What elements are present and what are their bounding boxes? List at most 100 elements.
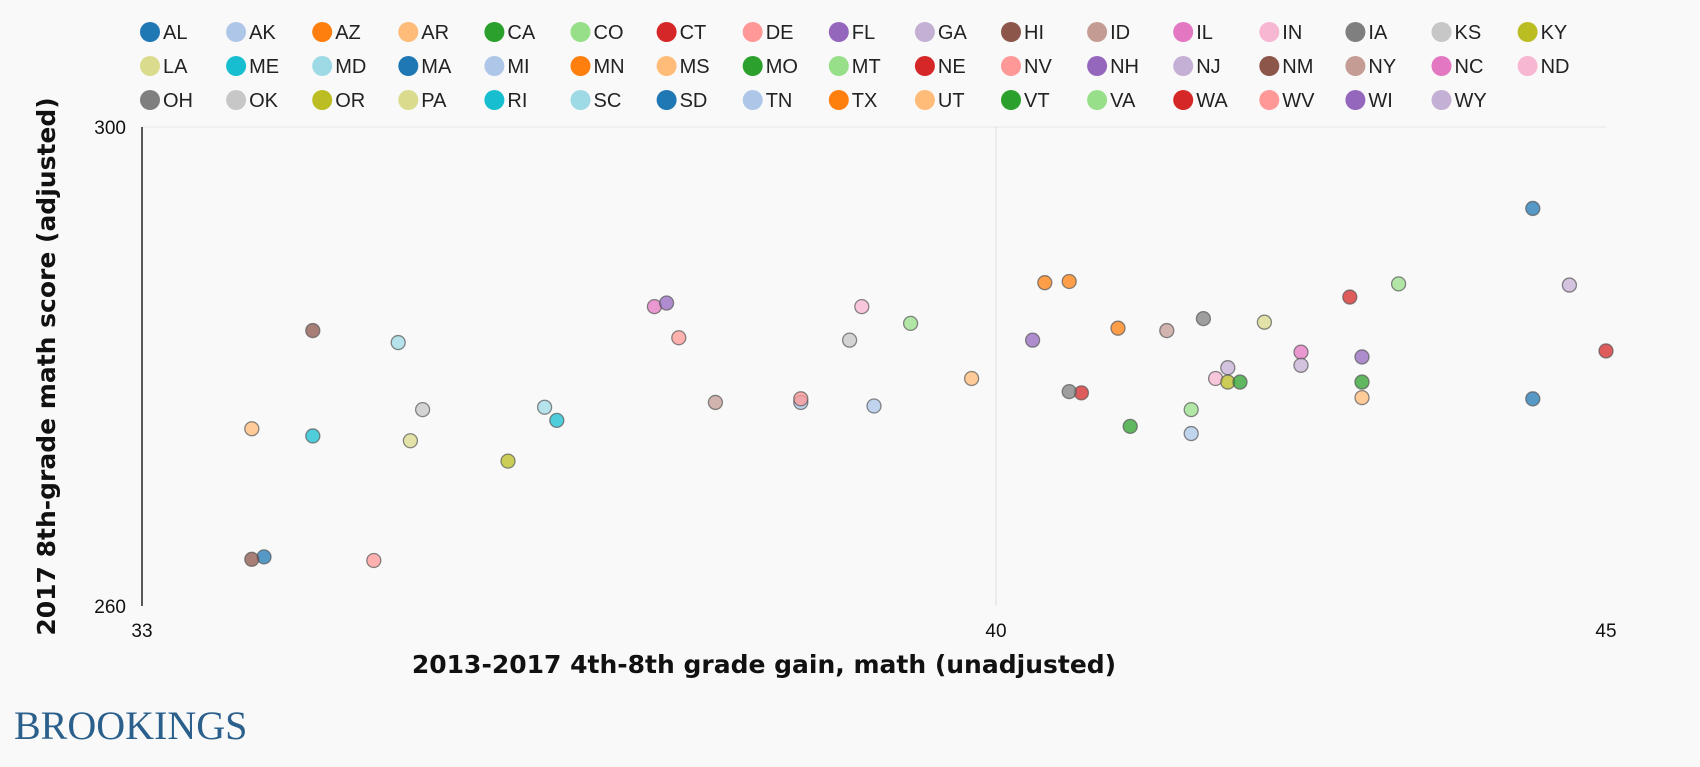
legend-item-sd[interactable]: SD — [656, 90, 708, 112]
point-ms[interactable] — [963, 370, 980, 387]
point-pa[interactable] — [1256, 314, 1273, 330]
legend-item-ri[interactable]: RI — [484, 90, 527, 112]
point-fl[interactable] — [1024, 332, 1041, 348]
legend-item-ma[interactable]: MA — [398, 56, 452, 78]
legend-item-nv[interactable]: NV — [1001, 56, 1052, 78]
legend-item-ct[interactable]: CT — [656, 22, 707, 44]
legend-item-ms[interactable]: MS — [656, 56, 710, 78]
legend-item-ak[interactable]: AK — [226, 22, 276, 44]
legend-item-al[interactable]: AL — [140, 22, 187, 44]
point-nc[interactable] — [1293, 344, 1309, 360]
legend-item-md[interactable]: MD — [312, 56, 366, 78]
legend-item-va[interactable]: VA — [1087, 90, 1136, 112]
legend-item-or[interactable]: OR — [312, 90, 365, 112]
legend-item-ca[interactable]: CA — [484, 22, 536, 44]
legend-item-mt[interactable]: MT — [828, 56, 881, 78]
legend-item-ut[interactable]: UT — [914, 90, 965, 112]
point-nm[interactable] — [244, 551, 260, 567]
point-wy[interactable] — [1293, 357, 1309, 373]
point-or[interactable] — [500, 453, 516, 469]
legend-label: ME — [249, 56, 279, 78]
legend-item-mi[interactable]: MI — [484, 56, 530, 78]
point-tn[interactable] — [1183, 425, 1199, 442]
legend-item-fl[interactable]: FL — [828, 22, 875, 44]
point-hi[interactable] — [305, 322, 321, 339]
legend-item-tx[interactable]: TX — [828, 90, 878, 112]
point-wi[interactable] — [1354, 349, 1370, 365]
point-mt[interactable] — [1183, 401, 1199, 418]
legend-swatch — [1259, 22, 1280, 42]
legend-item-ky[interactable]: KY — [1517, 22, 1568, 44]
point-mn[interactable] — [1061, 273, 1077, 290]
legend-item-nj[interactable]: NJ — [1173, 56, 1221, 78]
point-ia[interactable] — [1195, 310, 1212, 327]
point-al[interactable] — [256, 549, 272, 565]
point-co[interactable] — [902, 315, 919, 332]
point-wa[interactable] — [1598, 343, 1614, 359]
point-la[interactable] — [402, 433, 419, 449]
point-sc[interactable] — [536, 399, 553, 415]
point-oh[interactable] — [1061, 383, 1077, 400]
legend-item-de[interactable]: DE — [742, 22, 794, 44]
legend-item-sc[interactable]: SC — [570, 90, 622, 112]
legend-item-wa[interactable]: WA — [1173, 90, 1228, 112]
legend-item-wi[interactable]: WI — [1345, 90, 1393, 112]
point-de[interactable] — [366, 552, 382, 569]
legend-item-nm[interactable]: NM — [1259, 56, 1313, 78]
legend-item-hi[interactable]: HI — [1001, 22, 1044, 44]
point-ga[interactable] — [1220, 360, 1236, 376]
point-wv[interactable] — [793, 391, 809, 407]
point-nh[interactable] — [658, 295, 675, 311]
legend-item-me[interactable]: ME — [226, 56, 279, 78]
legend-label: NV — [1024, 56, 1052, 78]
point-ok[interactable] — [414, 401, 431, 418]
legend-item-nc[interactable]: NC — [1431, 56, 1484, 78]
point-mi[interactable] — [866, 398, 882, 414]
legend-item-mo[interactable]: MO — [742, 56, 798, 78]
point-ne[interactable] — [1342, 289, 1358, 305]
point-me[interactable] — [305, 428, 321, 444]
point-ma[interactable] — [1525, 200, 1541, 217]
legend-item-ga[interactable]: GA — [914, 22, 968, 44]
legend-item-ne[interactable]: NE — [914, 56, 966, 78]
point-ks[interactable] — [841, 332, 858, 348]
legend-item-wy[interactable]: WY — [1431, 90, 1487, 112]
point-vt[interactable] — [1354, 374, 1370, 390]
point-ca[interactable] — [1122, 418, 1138, 435]
point-ar[interactable] — [244, 421, 260, 437]
legend-item-id[interactable]: ID — [1087, 22, 1130, 44]
legend-item-ia[interactable]: IA — [1345, 22, 1388, 44]
legend-item-wv[interactable]: WV — [1259, 90, 1315, 112]
legend-swatch — [1431, 22, 1452, 42]
legend-item-ar[interactable]: AR — [398, 22, 449, 44]
point-tx[interactable] — [1110, 320, 1126, 336]
legend-item-in[interactable]: IN — [1259, 22, 1302, 44]
legend-item-ks[interactable]: KS — [1431, 22, 1482, 44]
legend-item-nh[interactable]: NH — [1087, 56, 1139, 78]
point-ut[interactable] — [1354, 389, 1370, 406]
legend-item-co[interactable]: CO — [570, 22, 624, 44]
legend-item-az[interactable]: AZ — [312, 22, 361, 44]
legend-item-mn[interactable]: MN — [570, 56, 625, 78]
point-ri[interactable] — [549, 412, 565, 429]
point-nj[interactable] — [1561, 277, 1578, 293]
point-nv[interactable] — [671, 330, 687, 346]
point-id[interactable] — [1159, 322, 1175, 339]
legend-item-la[interactable]: LA — [140, 56, 188, 78]
point-nd[interactable] — [854, 298, 870, 315]
point-ny[interactable] — [707, 394, 724, 411]
legend-item-nd[interactable]: ND — [1517, 56, 1570, 78]
point-mo[interactable] — [1232, 374, 1248, 390]
point-va[interactable] — [1390, 276, 1407, 292]
point-az[interactable] — [1037, 275, 1053, 291]
legend-item-ok[interactable]: OK — [226, 90, 279, 112]
brookings-logo: BROOKINGS — [14, 703, 248, 748]
legend-item-vt[interactable]: VT — [1001, 90, 1050, 112]
legend-item-tn[interactable]: TN — [742, 90, 793, 112]
legend-item-oh[interactable]: OH — [140, 90, 193, 112]
point-sd[interactable] — [1525, 391, 1541, 407]
legend-item-ny[interactable]: NY — [1345, 56, 1396, 78]
point-md[interactable] — [390, 334, 406, 351]
legend-item-il[interactable]: IL — [1173, 22, 1213, 44]
legend-item-pa[interactable]: PA — [398, 90, 447, 112]
